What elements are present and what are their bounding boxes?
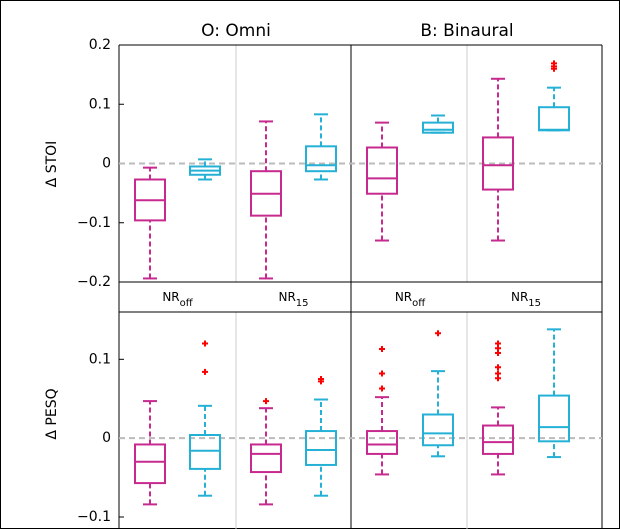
panel-title: B: Binaural [420,21,513,41]
box [422,121,454,134]
category-main: NR [511,290,528,304]
y-tick-label: 0 [102,430,111,446]
y-tick-label: 0.2 [89,37,111,53]
box [305,430,337,466]
outlier [202,340,208,347]
outlier [202,368,208,375]
y-tick-label: −0.1 [77,215,111,231]
category-label: NR15 [278,290,308,309]
category-sub: 15 [528,298,541,309]
y-tick-label: −0.1 [77,509,111,525]
category-main: NR [278,290,295,304]
y-tick-label: 0 [102,156,111,172]
outlier [551,65,557,72]
outlier [379,385,385,392]
box [482,136,514,191]
category-label: NRoff [395,290,426,309]
outlier [379,370,385,377]
box [366,146,398,195]
category-label: NR15 [511,290,541,309]
box [422,413,454,447]
box [134,443,166,485]
y-axis-label: Δ STOI [44,141,60,188]
box [366,430,398,455]
outlier [435,330,441,337]
outlier [495,364,501,371]
category-sub: off [412,298,426,309]
y-tick-label: 0.1 [89,96,111,112]
panel-title: O: Omni [201,21,271,41]
outlier [495,350,501,356]
category-sub: 15 [296,298,309,309]
box [482,424,514,455]
y-axis-label: Δ PESQ [44,388,60,439]
box [305,145,337,173]
outlier [495,375,501,382]
outlier [318,378,324,385]
category-main: NR [162,290,179,304]
outlier [379,346,385,353]
y-tick-label: 0.1 [89,351,111,367]
label-strip [119,282,602,312]
outlier [263,398,269,405]
category-sub: off [180,298,194,309]
category-main: NR [395,290,412,304]
category-label: NRoff [162,290,193,309]
box [538,394,570,443]
y-tick-label: −0.2 [77,274,111,290]
box [250,443,282,474]
box [189,434,221,470]
